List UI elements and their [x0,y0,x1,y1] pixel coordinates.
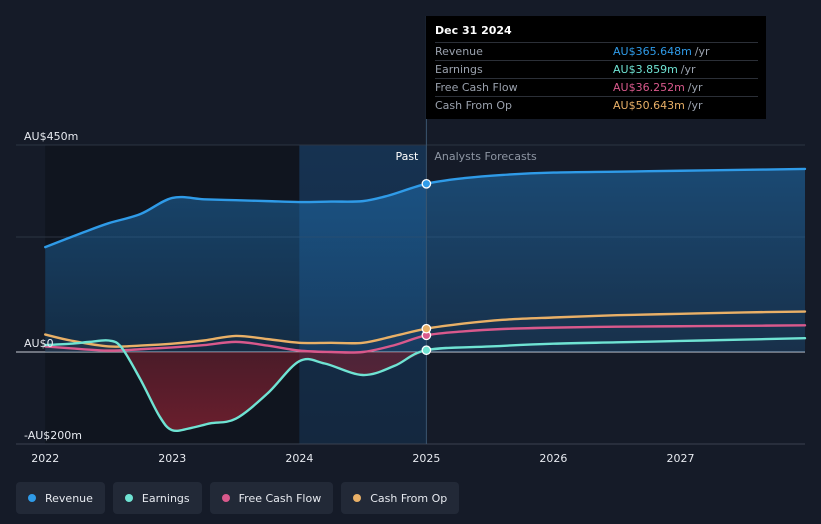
legend-item-revenue[interactable]: Revenue [16,482,105,514]
y-tick-label: -AU$200m [24,429,82,442]
tooltip-unit: /yr [687,99,703,112]
x-tick-label: 2023 [158,452,186,465]
earnings-positive-area [45,340,427,352]
tooltip-unit: /yr [694,45,710,58]
revenue-marker [421,178,432,189]
cash-from-op-dot-icon [353,494,362,502]
earnings-dot-icon [124,494,133,502]
tooltip-date: Dec 31 2024 [435,24,512,37]
tooltip-label: Revenue [435,45,483,58]
legend-item-cash-from-op[interactable]: Cash From Op [341,482,460,514]
legend-item-earnings[interactable]: Earnings [112,482,202,514]
cash-from-op-line [44,310,807,348]
free-cash-flow-line [44,324,807,354]
legend-item-free-cash-flow[interactable]: Free Cash Flow [209,482,334,514]
tooltip-unit: /yr [687,81,703,94]
tooltip-label: Cash From Op [435,99,513,112]
revenue-line [44,167,807,249]
past-label: Past [395,150,419,163]
y-tick-label: AU$450m [24,130,78,143]
tooltip: Dec 31 2024 Revenue AU$365.648m /yr Earn… [426,16,766,119]
x-tick-label: 2024 [285,452,313,465]
chart: AU$450m AU$0 -AU$200m 2022 2023 2024 2025 2026 2… [16,16,807,465]
legend-label: Earnings [141,491,190,505]
earnings-negative-area [45,352,427,431]
legend-label: Free Cash Flow [238,491,322,505]
tooltip-row-earnings: Earnings AU$3.859m /yr [435,60,758,78]
tooltip-label: Earnings [435,63,483,76]
x-tick-label: 2026 [539,452,567,465]
legend-label: Revenue [45,491,93,505]
x-tick-label: 2022 [31,452,59,465]
tooltip-row-revenue: Revenue AU$365.648m /yr [435,42,758,60]
legend-label: Cash From Op [370,491,448,505]
tooltip-value: AU$50.643m [613,99,685,112]
tooltip-value: AU$365.648m [613,45,692,58]
tooltip-row-cash-from-op: Cash From Op AU$50.643m /yr [435,96,758,114]
revenue-dot-icon [28,494,36,502]
x-tick-label: 2025 [412,452,440,465]
free-cash-flow-dot-icon [221,494,230,502]
earnings-marker [421,345,432,356]
tooltip-row-free-cash-flow: Free Cash Flow AU$36.252m /yr [435,78,758,96]
y-tick-label: AU$0 [24,337,54,350]
earnings-line [44,337,807,433]
legend: Revenue Earnings Free Cash Flow Cash Fro… [16,482,460,514]
forecast-label: Analysts Forecasts [434,150,537,163]
cash-from-op-marker [421,323,432,334]
tooltip-value: AU$3.859m [613,63,678,76]
tooltip-label: Free Cash Flow [435,81,518,94]
revenue-area [45,168,805,352]
tooltip-value: AU$36.252m [613,81,685,94]
x-tick-label: 2027 [666,452,694,465]
tooltip-unit: /yr [680,63,696,76]
